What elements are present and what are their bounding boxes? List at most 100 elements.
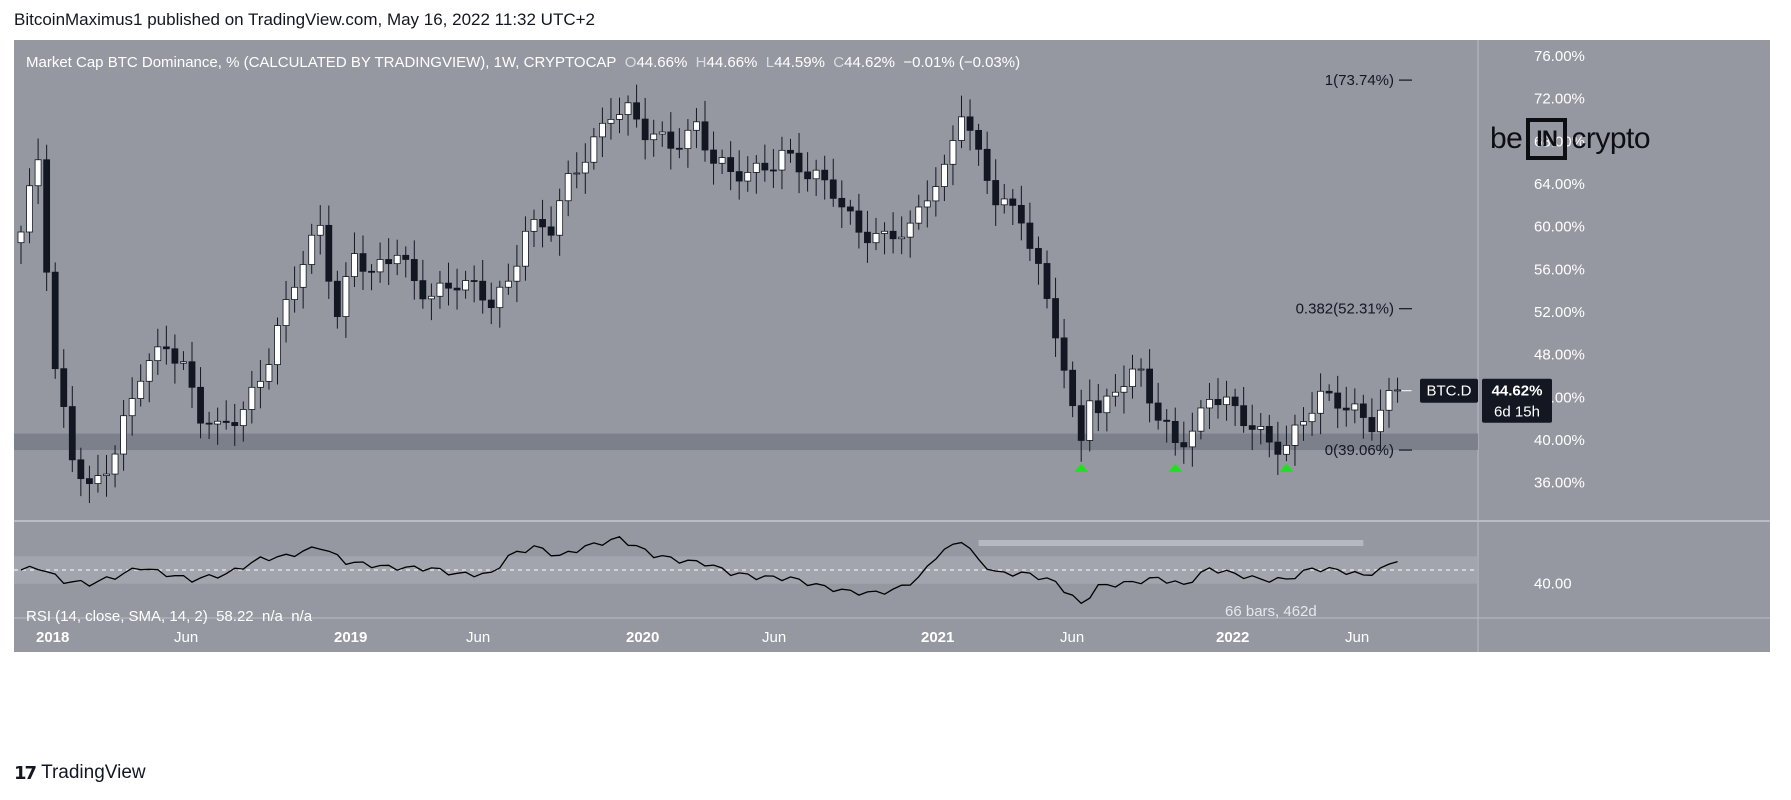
candle-down [162, 346, 170, 350]
candle-up [752, 162, 760, 173]
candle-down [1325, 390, 1333, 394]
candle-down [222, 420, 230, 423]
candle-up [248, 386, 256, 410]
candle-down [60, 368, 68, 407]
candle-up [1086, 400, 1094, 441]
candle-down [889, 230, 897, 240]
logo-text-left: be [1490, 122, 1523, 155]
candle-down [761, 162, 769, 171]
candle-up [1308, 412, 1316, 423]
candle-down [1017, 204, 1025, 224]
candle-down [675, 147, 683, 150]
y-tick-label: 40.00% [1534, 432, 1585, 449]
candle-down [838, 197, 846, 208]
rsi-legend: RSI (14, close, SMA, 14, 2) 58.22 n/a n/… [26, 608, 312, 625]
candle-up [180, 361, 187, 364]
candle-down [667, 131, 675, 149]
candle-down [1094, 400, 1102, 414]
candle-up [684, 129, 692, 150]
candle-up [351, 253, 358, 277]
candle-down [453, 287, 461, 291]
candle-down [1035, 248, 1042, 264]
symbol-title: Market Cap BTC Dominance, % (CALCULATED … [26, 54, 617, 71]
candle-down [419, 280, 427, 300]
candle-down [864, 231, 871, 244]
candle-up [299, 264, 307, 288]
candle-down [1248, 425, 1256, 430]
candle-up [530, 219, 538, 232]
logo-box: IN [1526, 118, 1568, 160]
candle-up [522, 230, 529, 267]
candle-down [795, 152, 803, 173]
candle-up [496, 286, 504, 309]
x-tick-label: Jun [1345, 629, 1369, 646]
candle-down [547, 226, 555, 236]
candle-down [402, 254, 410, 260]
candle-up [342, 276, 350, 317]
y-tick-label: 76.00% [1534, 48, 1585, 65]
logo-text-right: crypto [1571, 122, 1651, 155]
candle-down [804, 171, 811, 180]
candle-down [1069, 369, 1077, 407]
x-tick-label: Jun [1060, 629, 1084, 646]
candle-up [256, 380, 264, 388]
candle-up [265, 364, 273, 382]
candle-down [445, 282, 452, 289]
candle-up [778, 149, 786, 171]
candle-down [1265, 426, 1273, 443]
chart-svg[interactable]: 76.00% 72.00% 68.00% 64.00% 60.00% 56.00% 52.0… [14, 40, 1770, 746]
fib-label: 1(73.74%) [1325, 72, 1394, 89]
high-key: H [695, 54, 707, 71]
candle-up [462, 280, 470, 291]
candle-up [128, 398, 136, 417]
open-key: O [624, 54, 637, 71]
close-key: C [833, 54, 845, 71]
support-zone [14, 433, 1478, 451]
candle-down [231, 422, 239, 427]
candle-down [359, 253, 367, 272]
candle-down [205, 422, 213, 425]
candle-down [410, 259, 418, 282]
candle-up [214, 420, 222, 425]
symbol-tag-bg [1420, 378, 1478, 403]
tradingview-logo-icon: 17 [14, 762, 37, 784]
candle-down [1180, 442, 1188, 448]
candle-up [94, 475, 102, 484]
candle-up [1112, 391, 1119, 397]
candle-down [829, 179, 837, 199]
candle-up [436, 282, 444, 297]
x-tick-label: 2021 [921, 629, 954, 646]
y-tick-label: 52.00% [1534, 304, 1585, 321]
candle-up [1129, 368, 1136, 387]
candle-down [1231, 396, 1239, 407]
candle-up [607, 118, 615, 124]
candle-up [650, 133, 658, 141]
candle-up [1120, 386, 1128, 393]
candle-up [34, 159, 42, 187]
candle-down [855, 210, 863, 233]
close-value: 44.62% [844, 54, 896, 71]
candle-down [539, 219, 546, 228]
x-tick-label: Jun [466, 629, 490, 646]
candle-down [770, 169, 777, 172]
support-up-arrow-icon [1168, 464, 1183, 473]
candle-down [710, 149, 717, 164]
chart-area[interactable]: 76.00% 72.00% 68.00% 64.00% 60.00% 56.00% 52.0… [14, 40, 1770, 746]
candle-down [1154, 402, 1162, 421]
candle-down [1214, 399, 1222, 406]
candle-up [1394, 389, 1401, 392]
candle-up [1377, 409, 1384, 433]
candle-down [68, 406, 76, 461]
y-tick-label: 68.00% [1534, 133, 1585, 150]
support-up-arrow-icon [1074, 464, 1089, 473]
y-tick-label: 60.00% [1534, 219, 1585, 236]
candle-up [17, 231, 25, 244]
candle-up [906, 222, 914, 238]
candle-down [1009, 198, 1017, 206]
candle-down [1060, 337, 1068, 371]
candle-down [479, 280, 487, 301]
y-tick-label: 72.00% [1534, 91, 1585, 108]
candle-up [316, 224, 324, 236]
candle-up [1137, 368, 1145, 371]
candle-up [590, 136, 598, 163]
